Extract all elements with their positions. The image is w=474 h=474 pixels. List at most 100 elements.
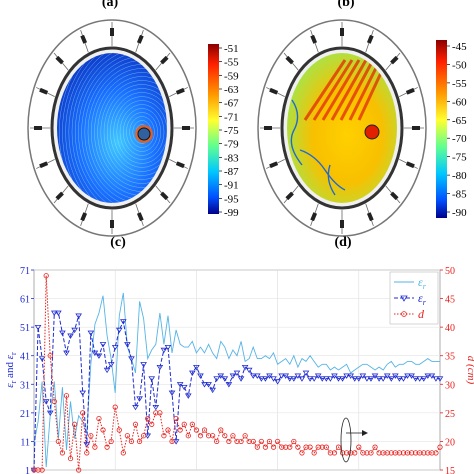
panel-a-fringe	[122, 108, 162, 156]
panel-a-fringe	[100, 80, 167, 184]
panel-a-antenna-element	[110, 220, 114, 228]
series-2-point	[124, 342, 131, 348]
colorbar-b-tick-label: -75	[452, 152, 467, 164]
series-2-point	[111, 344, 119, 351]
series-3-point	[96, 415, 102, 422]
series-2-point	[193, 364, 200, 371]
series-2-point	[424, 373, 432, 379]
colorbar-b-tick-label: -80	[452, 170, 467, 182]
panel-a-antenna-element	[55, 191, 64, 201]
series-2-point	[428, 373, 436, 379]
panel-a-fringe	[58, 53, 167, 203]
annotation-arrowhead	[362, 430, 368, 436]
series-2-point	[416, 376, 424, 382]
right-axis-tick-label: 40	[445, 323, 455, 334]
right-axis-tick-label: 45	[445, 295, 455, 306]
colorbar-a: -51 -55-59 -63 -67-71 -75 -79-83 -87 -91-95 -99	[208, 43, 239, 219]
series-2-point	[172, 439, 180, 445]
panel-a-antenna-element	[136, 212, 144, 222]
colorbar-a-tick-label: -55	[224, 57, 239, 69]
series-2-point	[286, 376, 294, 382]
series-3-point	[72, 421, 78, 427]
series-2-point	[274, 379, 281, 385]
series-3-point	[104, 444, 110, 450]
series-3-point	[84, 450, 90, 456]
series-3-point	[120, 450, 126, 456]
series-2-point	[132, 404, 139, 411]
series-2-point	[258, 376, 265, 382]
series-3-point	[173, 415, 179, 422]
series-2-point	[375, 376, 383, 382]
series-3-point	[141, 433, 147, 439]
series-2-point	[306, 376, 314, 382]
colorbar-b-tick-label: -85	[452, 189, 467, 201]
series-2-point	[91, 350, 99, 357]
panel-b-fringe	[330, 59, 368, 121]
series-2-point	[225, 382, 233, 388]
right-axis: 15 20 25 30 35 40 45 50	[440, 266, 455, 474]
series-2-point	[115, 327, 123, 334]
panel-b-antenna-element	[310, 212, 318, 222]
series-3-point	[132, 421, 139, 427]
panel-b-low-field-line	[290, 99, 303, 166]
left-axis-tick-label: 41	[20, 352, 30, 363]
series-3-point	[299, 450, 305, 456]
series-2-point	[298, 376, 306, 382]
panel-d-label: (d)	[334, 235, 351, 250]
series-2-point	[278, 373, 285, 379]
series-2-point	[209, 387, 216, 394]
series-3-point	[242, 433, 248, 439]
colorbar-a-tick-label: -95	[224, 193, 239, 205]
panel-a-fringe	[110, 92, 167, 172]
series-2-point	[318, 376, 326, 382]
right-axis-tick-label: 20	[445, 437, 455, 448]
series-2-point	[282, 373, 290, 379]
series-2-point	[79, 390, 87, 397]
left-axis-label-eps2: ε	[4, 354, 16, 359]
series-2-point	[75, 313, 82, 319]
series-3-point	[238, 438, 244, 445]
series-2-point	[38, 356, 46, 362]
series-2-point	[371, 373, 379, 379]
series-3-point	[43, 273, 49, 279]
series-3-point	[47, 353, 53, 359]
colorbar-a-tick-label: -79	[224, 139, 239, 151]
panel-a-fringe	[65, 53, 167, 203]
panel-b-antenna-element	[340, 220, 344, 228]
right-axis-tick-label: 30	[445, 380, 455, 391]
series-2-point	[189, 370, 196, 377]
series-2-point	[42, 399, 50, 405]
series-3-point	[433, 450, 439, 456]
series-3-point	[124, 433, 130, 439]
panel-b-antenna-element	[285, 55, 294, 65]
annotation-ellipse	[340, 417, 352, 463]
panel-c-label: (c)	[110, 235, 126, 250]
series-3-point	[136, 438, 143, 445]
right-axis-tick-label: 15	[445, 466, 455, 474]
series-2-point	[213, 376, 221, 382]
series-2-point	[327, 376, 334, 382]
colorbar-a-tick-label: -91	[224, 180, 239, 192]
panel-b-antenna-element	[390, 191, 399, 201]
left-axis-tick-label: 61	[20, 295, 30, 306]
series-3-point	[335, 444, 342, 450]
series-3-point	[274, 438, 281, 445]
left-axis-label: εr and εr	[4, 352, 18, 388]
colorbar-a-bar	[208, 44, 219, 214]
series-2-point	[67, 333, 74, 339]
series-3-point	[214, 438, 220, 445]
right-axis-tick-label: 35	[445, 352, 455, 363]
series-2-point	[392, 373, 399, 379]
series-3-point	[437, 444, 443, 450]
series-3-point	[177, 427, 183, 433]
panel-b-fringe	[312, 59, 354, 121]
series-2-point	[343, 373, 350, 379]
series-3-point	[185, 433, 191, 439]
colorbar-a-tick-label: -59	[224, 70, 239, 82]
series-2-point	[59, 330, 66, 337]
left-axis-label-eps1: ε	[4, 383, 16, 388]
panel-a-fringe	[74, 53, 167, 203]
series-3-point	[108, 438, 114, 445]
